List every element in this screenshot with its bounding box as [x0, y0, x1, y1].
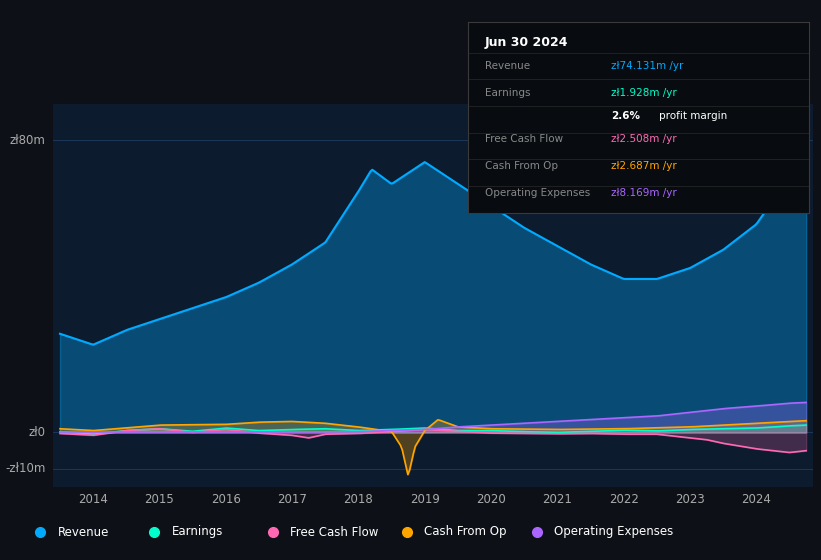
Text: 2.6%: 2.6%	[611, 111, 640, 121]
Text: zł8.169m /yr: zł8.169m /yr	[611, 188, 677, 198]
Text: zł80m: zł80m	[10, 134, 46, 147]
Text: profit margin: profit margin	[658, 111, 727, 121]
Text: Free Cash Flow: Free Cash Flow	[485, 134, 563, 144]
Text: zł1.928m /yr: zł1.928m /yr	[611, 88, 677, 98]
Text: zł0: zł0	[29, 426, 46, 439]
Text: Earnings: Earnings	[485, 88, 530, 98]
Text: Cash From Op: Cash From Op	[485, 161, 558, 171]
Text: Revenue: Revenue	[485, 61, 530, 71]
Text: Earnings: Earnings	[172, 525, 223, 539]
Text: zł2.508m /yr: zł2.508m /yr	[611, 134, 677, 144]
Text: Jun 30 2024: Jun 30 2024	[485, 36, 568, 49]
Text: -zł10m: -zł10m	[6, 463, 46, 475]
Text: Free Cash Flow: Free Cash Flow	[290, 525, 378, 539]
Text: zł2.687m /yr: zł2.687m /yr	[611, 161, 677, 171]
Text: Cash From Op: Cash From Op	[424, 525, 507, 539]
Text: Operating Expenses: Operating Expenses	[485, 188, 590, 198]
Text: zł74.131m /yr: zł74.131m /yr	[611, 61, 683, 71]
Text: Operating Expenses: Operating Expenses	[554, 525, 673, 539]
Text: Revenue: Revenue	[57, 525, 108, 539]
